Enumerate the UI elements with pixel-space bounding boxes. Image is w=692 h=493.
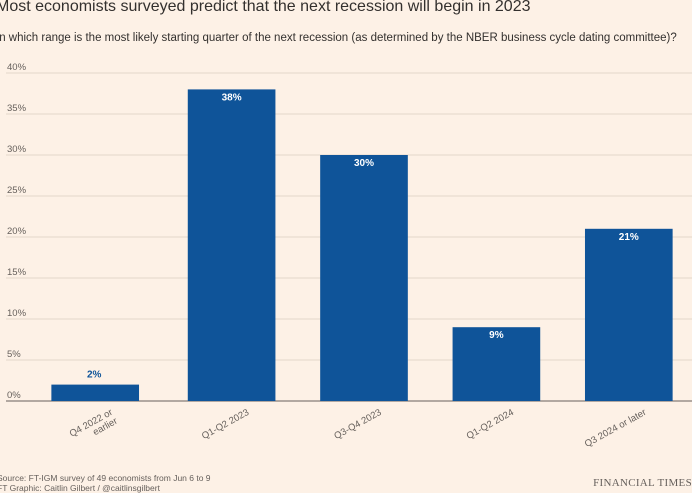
bar: [320, 155, 408, 401]
y-tick-label: 25%: [7, 185, 27, 196]
bar-chart: 0%5%10%15%20%25%30%35%40% 2%38%30%9%21% …: [6, 62, 692, 450]
y-axis-tick-labels: 0% 5% 10% 15% 20% 25% 30% 35% 40%: [7, 62, 27, 401]
x-tick-label-group: Q1-Q2 2024: [465, 407, 516, 442]
data-label: 38%: [222, 92, 242, 103]
y-tick-label: 15%: [7, 267, 27, 278]
y-tick-label: 10%: [7, 308, 27, 319]
y-tick-label: 5%: [7, 349, 21, 360]
bar: [584, 228, 673, 401]
x-tick-label: Q1-Q2 2024: [465, 407, 516, 442]
x-tick-label: Q3-Q4 2023: [332, 407, 383, 442]
x-tick-label-group: Q3 2024 or later: [583, 407, 648, 450]
data-label: 2%: [87, 370, 102, 381]
credit-line: FT Graphic: Caitlin Gilbert / @caitlinsg…: [0, 483, 160, 493]
data-label: 30%: [354, 158, 374, 169]
y-tick-label: 20%: [7, 226, 27, 237]
x-tick-label: Q1-Q2 2023: [200, 407, 251, 442]
y-tick-label: 0%: [7, 390, 21, 401]
x-tick-label-group: Q3-Q4 2023: [332, 407, 383, 442]
chart-title: Most economists surveyed predict that th…: [0, 0, 531, 15]
data-label: 9%: [489, 330, 504, 341]
bar: [51, 384, 140, 401]
source-note: Source: FT-IGM survey of 49 economists f…: [0, 473, 211, 493]
y-tick-label: 35%: [7, 103, 27, 114]
data-label: 21%: [619, 232, 639, 243]
x-tick-label: Q3 2024 or later: [583, 407, 648, 450]
y-tick-label: 40%: [7, 62, 27, 73]
bar: [452, 327, 541, 401]
ft-brand-logo: FINANCIAL TIMES: [593, 477, 692, 489]
source-line: Source: FT-IGM survey of 49 economists f…: [0, 473, 211, 483]
chart-subtitle: In which range is the most likely starti…: [0, 32, 677, 44]
y-tick-label: 30%: [7, 144, 27, 155]
value-labels: 2% 38% 30% 9% 21%: [87, 92, 639, 381]
x-tick-label-group: Q1-Q2 2023: [200, 407, 251, 442]
bars: [51, 89, 673, 402]
bar: [187, 89, 276, 402]
